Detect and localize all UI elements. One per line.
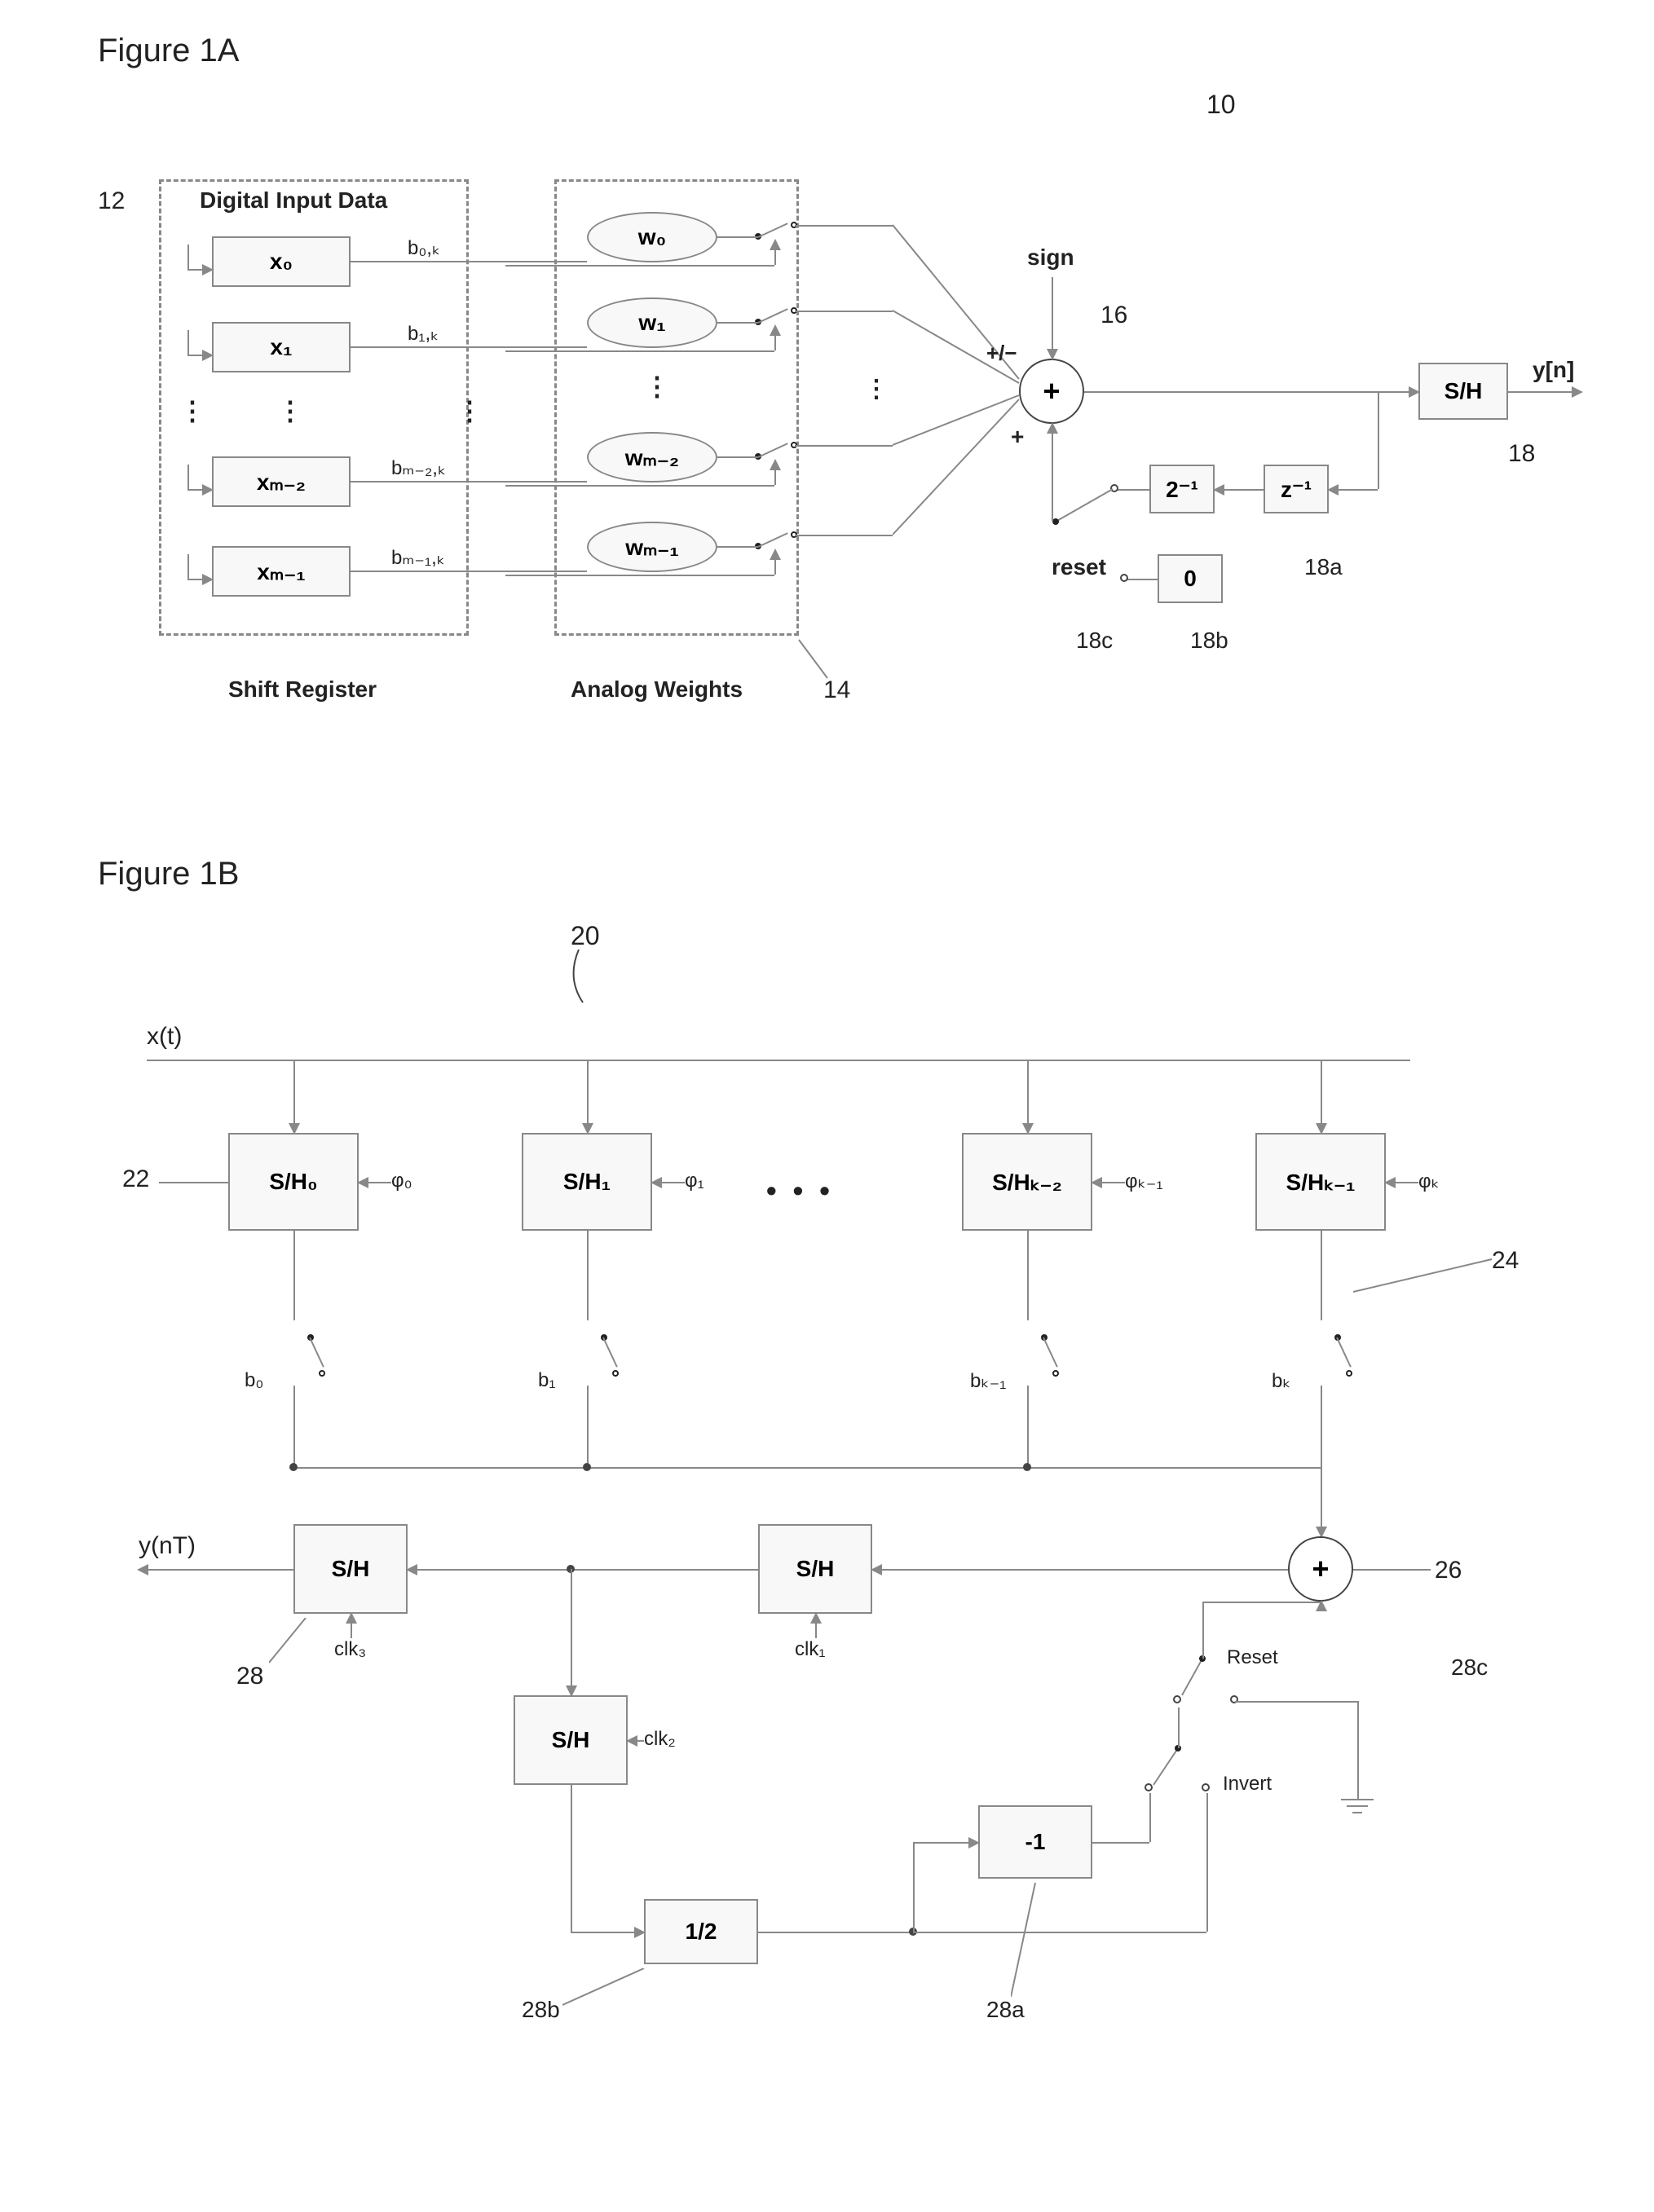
weight-w1: w₁ bbox=[587, 297, 717, 348]
ref-18c: 18c bbox=[1076, 628, 1113, 654]
neg1-block: -1 bbox=[978, 1805, 1092, 1879]
sh-block-a: S/H bbox=[1418, 363, 1508, 420]
bit-b0k: b₀,ₖ bbox=[408, 236, 440, 260]
fig-b-title: Figure 1B bbox=[98, 856, 239, 892]
output-yn: y[n] bbox=[1533, 357, 1574, 383]
sign-label: sign bbox=[1027, 245, 1074, 271]
ref-28c: 28c bbox=[1451, 1655, 1488, 1681]
weight-wm2: wₘ₋₂ bbox=[587, 432, 717, 482]
phik: φₖ bbox=[1418, 1170, 1440, 1193]
bit-ellipsis: ⋮ bbox=[457, 395, 483, 426]
converge-ellipsis: ⋮ bbox=[864, 375, 889, 403]
switch-w1 bbox=[758, 322, 791, 324]
bk-label: bₖ bbox=[1272, 1369, 1291, 1393]
reg-ellipsis2: ⋮ bbox=[179, 395, 205, 426]
bus-dot-2 bbox=[583, 1463, 591, 1471]
summer-a: + bbox=[1019, 359, 1084, 424]
bit-bm2k: bₘ₋₂,ₖ bbox=[391, 456, 446, 480]
sh-ellipsis: • • • bbox=[766, 1174, 830, 1208]
reg-xm1: xₘ₋₁ bbox=[212, 546, 351, 597]
reset-label-b: Reset bbox=[1227, 1646, 1278, 1669]
b0-label: b₀ bbox=[245, 1369, 263, 1392]
shift-register-caption: Shift Register bbox=[228, 676, 377, 703]
ground-symbol bbox=[1341, 1799, 1374, 1813]
phik1: φₖ₋₁ bbox=[1125, 1170, 1163, 1193]
ref-22: 22 bbox=[122, 1165, 149, 1193]
weight-wm1: wₘ₋₁ bbox=[587, 522, 717, 572]
ref-28: 28 bbox=[236, 1663, 263, 1690]
reset-label-a: reset bbox=[1052, 554, 1106, 580]
sh0: S/H₀ bbox=[228, 1133, 359, 1231]
ref28b-leader bbox=[562, 1968, 652, 2009]
sw-bk bbox=[1336, 1337, 1338, 1370]
switch-wm1 bbox=[758, 546, 791, 548]
reg-ellipsis: ⋮ bbox=[277, 395, 303, 426]
weight-ellipsis: ⋮ bbox=[644, 371, 670, 402]
shk1: S/Hₖ₋₁ bbox=[1255, 1133, 1386, 1231]
phi0: φ₀ bbox=[391, 1170, 412, 1192]
reg-x1: x₁ bbox=[212, 322, 351, 372]
pm-label: +/− bbox=[986, 341, 1017, 366]
bus-dot-3 bbox=[1023, 1463, 1031, 1471]
plus-label: + bbox=[1011, 424, 1024, 450]
sw-bk1 bbox=[1043, 1337, 1044, 1370]
fig-a-title: Figure 1A bbox=[98, 33, 239, 69]
scale-block: 2⁻¹ bbox=[1149, 465, 1215, 513]
clk1-label: clk₁ bbox=[795, 1638, 825, 1661]
sh1: S/H₁ bbox=[522, 1133, 652, 1231]
ref24-leader bbox=[1353, 1255, 1500, 1296]
ref-26: 26 bbox=[1435, 1557, 1462, 1584]
ref-10: 10 bbox=[1206, 90, 1236, 120]
sw-b0 bbox=[309, 1337, 311, 1370]
bk1-label: bₖ₋₁ bbox=[970, 1369, 1006, 1393]
half-block: 1/2 bbox=[644, 1899, 758, 1964]
group-input-title: Digital Input Data bbox=[200, 187, 387, 214]
reg-xm2: xₘ₋₂ bbox=[212, 456, 351, 507]
clk3-label: clk₃ bbox=[334, 1638, 366, 1661]
shk2: S/Hₖ₋₂ bbox=[962, 1133, 1092, 1231]
ref28-leader bbox=[269, 1618, 318, 1667]
reg-x0: x₀ bbox=[212, 236, 351, 287]
switch-wm2 bbox=[758, 456, 791, 458]
ref-18: 18 bbox=[1508, 440, 1535, 468]
zero-block: 0 bbox=[1158, 554, 1223, 603]
clk2-label: clk₂ bbox=[644, 1728, 676, 1751]
input-xt: x(t) bbox=[147, 1023, 182, 1051]
analog-weights-caption: Analog Weights bbox=[571, 676, 743, 703]
sh-clk3: S/H bbox=[293, 1524, 408, 1614]
ref-20: 20 bbox=[571, 921, 600, 951]
ref-18a: 18a bbox=[1304, 554, 1343, 580]
switch-term-zero bbox=[1120, 574, 1128, 582]
ref-28a: 28a bbox=[986, 1997, 1025, 2023]
bit-b1k: b₁,ₖ bbox=[408, 322, 439, 346]
sw-b1 bbox=[602, 1337, 604, 1370]
ref20-curve bbox=[562, 950, 595, 1007]
converge-lines bbox=[893, 220, 1031, 546]
ref28a-leader bbox=[1011, 1883, 1043, 1997]
weight-w0: w₀ bbox=[587, 212, 717, 262]
invert-switch bbox=[1149, 1744, 1215, 1793]
ref-16: 16 bbox=[1100, 302, 1127, 329]
ref-12: 12 bbox=[98, 187, 125, 215]
summer-b: + bbox=[1288, 1536, 1353, 1602]
phi1: φ₁ bbox=[685, 1170, 704, 1192]
ref-28b: 28b bbox=[522, 1997, 560, 2023]
delay-block: z⁻¹ bbox=[1264, 465, 1329, 513]
sh-clk1: S/H bbox=[758, 1524, 872, 1614]
b1-label: b₁ bbox=[538, 1369, 555, 1392]
bus-dot-1 bbox=[289, 1463, 298, 1471]
invert-label: Invert bbox=[1223, 1773, 1272, 1796]
bit-bm1k: bₘ₋₁,ₖ bbox=[391, 546, 445, 570]
switch-w0 bbox=[758, 236, 791, 238]
sh-clk2: S/H bbox=[514, 1695, 628, 1785]
ref14-leader bbox=[795, 636, 844, 685]
ref-18b: 18b bbox=[1190, 628, 1228, 654]
reset-switch-a bbox=[1052, 481, 1125, 530]
output-ynt: y(nT) bbox=[139, 1532, 196, 1560]
